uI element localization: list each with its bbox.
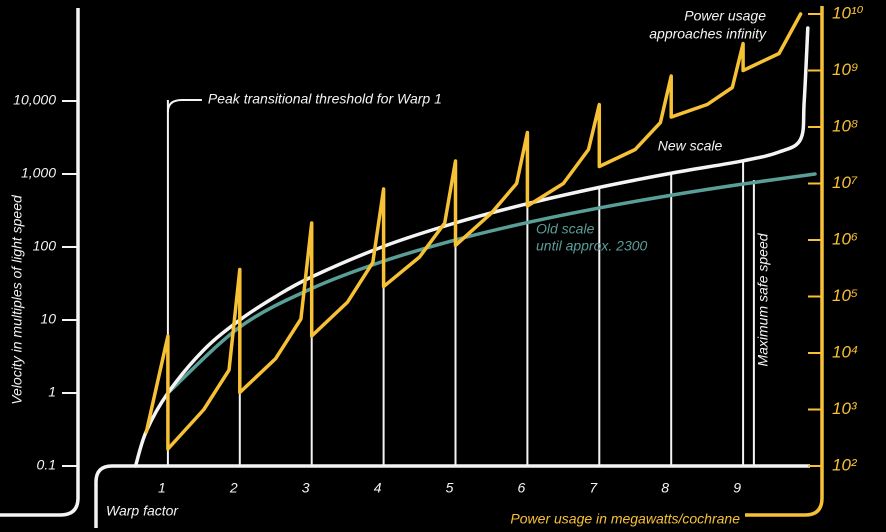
- annotation: approaches infinity: [649, 26, 767, 42]
- x-tick-label: 9: [733, 480, 741, 496]
- series-label: New scale: [658, 138, 723, 154]
- y2-tick-label: 10⁵: [832, 286, 858, 305]
- y2-tick-label: 10³: [832, 399, 858, 418]
- series-line: [144, 12, 803, 451]
- y-tick-label: 1: [48, 384, 56, 400]
- y2-tick-label: 10⁹: [832, 60, 859, 79]
- y2-tick-label: 10¹⁰: [832, 3, 864, 22]
- x-tick-label: 6: [518, 480, 526, 496]
- x-tick-label: 2: [229, 480, 238, 496]
- x-tick-label: 4: [374, 480, 382, 496]
- y-tick-label: 0.1: [37, 457, 56, 473]
- x-axis: [94, 464, 810, 528]
- annotation: Maximum safe speed: [755, 232, 771, 366]
- y2-tick-label: 10⁶: [832, 229, 858, 248]
- y2-tick-label: 10⁷: [832, 173, 858, 192]
- y-tick-label: 100: [33, 238, 57, 254]
- x-tick-label: 3: [302, 480, 310, 496]
- y-axis-title: Velocity in multiples of light speed: [9, 194, 25, 405]
- x-tick-label: 1: [158, 480, 166, 496]
- series-line: [133, 26, 810, 468]
- series-note: until approx. 2300: [536, 238, 648, 254]
- y2-tick-label: 10⁴: [832, 342, 858, 361]
- series-line: [166, 172, 817, 395]
- callout-line: [166, 99, 202, 113]
- y-tick-label: 10: [40, 311, 56, 327]
- y2-axis-title: Power usage in megawatts/cochrane: [510, 511, 740, 527]
- y2-tick-label: 10²: [832, 455, 858, 474]
- y2-tick-label: 10⁸: [832, 116, 858, 135]
- y2-axis: [745, 6, 824, 517]
- y-tick-label: 10,000: [13, 92, 56, 108]
- y-tick-label: 1,000: [21, 165, 56, 181]
- x-tick-label: 8: [661, 480, 669, 496]
- series-label: Old scale: [536, 221, 595, 237]
- x-tick-label: 5: [446, 480, 454, 496]
- annotation: Power usage: [684, 8, 766, 24]
- x-tick-label: 7: [589, 480, 598, 496]
- y-axis: [0, 8, 80, 517]
- x-axis-title: Warp factor: [106, 503, 179, 519]
- annotation: Peak transitional threshold for Warp 1: [208, 91, 442, 107]
